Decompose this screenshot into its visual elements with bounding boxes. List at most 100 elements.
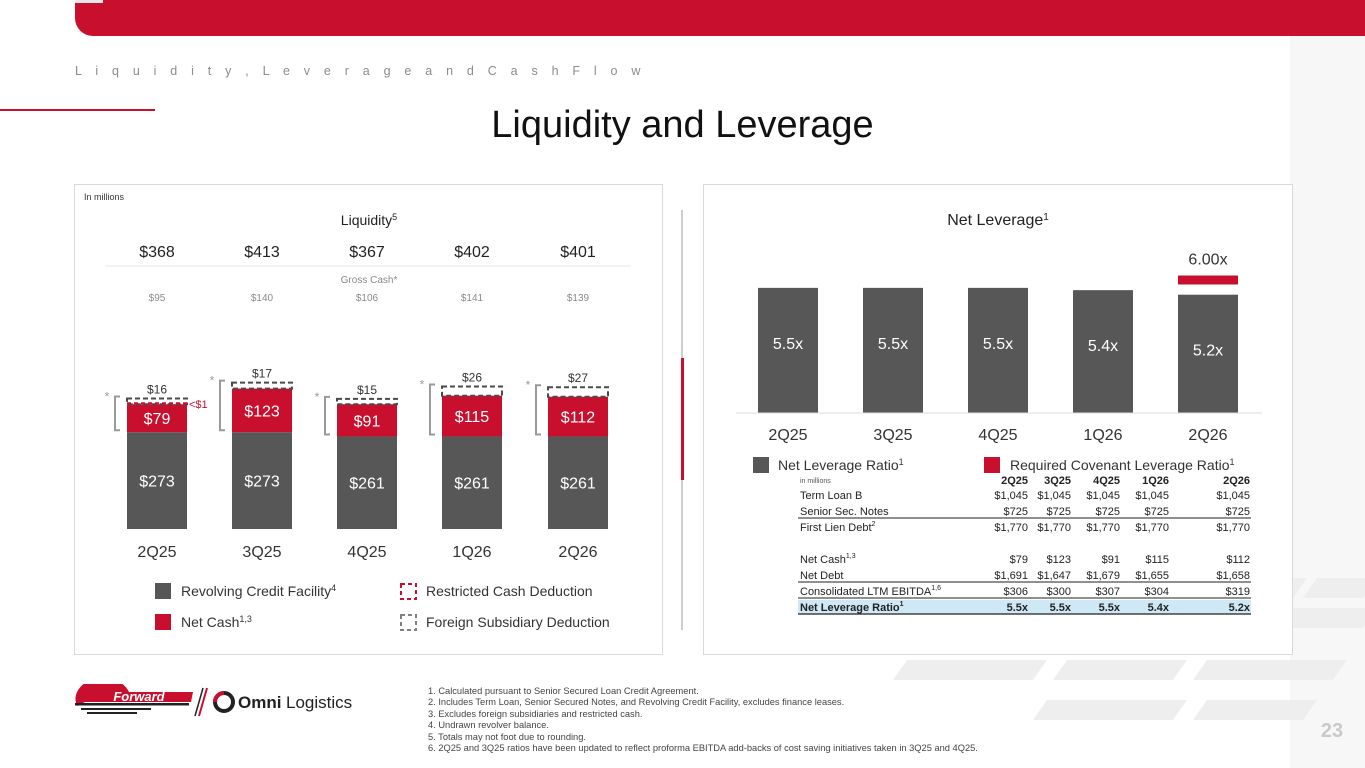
revolver-bar <box>442 436 502 529</box>
legend-swatch-net-cash <box>155 614 171 630</box>
leverage-value: 5.5x <box>983 336 1013 353</box>
table-header: 4Q25 <box>1093 475 1120 487</box>
legend-item-sup: 1 <box>1229 457 1234 467</box>
legend-item-text: Required Covenant Leverage Ratio <box>1010 457 1230 473</box>
legend-item: Net Cash1,3 <box>181 614 252 630</box>
forward-logo-text: Forward <box>113 689 165 704</box>
leverage-bar <box>758 287 818 413</box>
leverage-bar <box>968 287 1028 413</box>
liquidity-title-sup: 5 <box>392 212 397 222</box>
table-row-label-text: Senior Sec. Notes <box>800 506 889 518</box>
table-row-label-text: Term Loan B <box>800 490 862 502</box>
table-cell: 5.2x <box>1229 602 1251 614</box>
foreign-deduction-bar <box>126 397 188 406</box>
net-cash-value: $123 <box>244 403 280 420</box>
page-number: 23 <box>1320 720 1344 742</box>
table-cell: $1,770 <box>1135 522 1169 534</box>
x-tick-label: 1Q26 <box>452 544 491 561</box>
table-cell: $300 <box>1047 586 1071 598</box>
decor-stripe <box>1192 700 1318 720</box>
table-row-label-text: Net Debt <box>800 570 843 582</box>
table-cell: $1,679 <box>1086 570 1120 582</box>
legend-item-text: Revolving Credit Facility <box>181 583 331 599</box>
foreign-deduction-value: $27 <box>568 371 588 385</box>
legend-item: Foreign Subsidiary Deduction <box>426 614 610 630</box>
liquidity-title-text: Liquidity <box>341 212 392 228</box>
foreign-deduction-bar <box>547 386 609 398</box>
revolver-value: $261 <box>349 476 385 493</box>
gross-cash-value: $95 <box>149 293 166 304</box>
logo-divider <box>198 687 208 717</box>
net-cash-value: $79 <box>144 411 171 428</box>
foreign-deduction-value: $17 <box>252 367 272 381</box>
legend-item: Net Leverage Ratio1 <box>778 457 904 473</box>
asterisk-marker: * <box>526 378 531 392</box>
right-decor-panel <box>1290 36 1365 768</box>
revolver-bar <box>337 436 397 529</box>
leverage-bar <box>1178 294 1238 413</box>
table-cell: $1,045 <box>1037 490 1071 502</box>
table-cell: $1,655 <box>1135 570 1169 582</box>
gross-cash-label: Gross Cash* <box>341 275 398 286</box>
top-brand-bar <box>75 0 1365 36</box>
x-tick-label: 2Q25 <box>768 427 807 444</box>
net-cash-bar <box>442 395 502 437</box>
revolver-bar <box>548 436 608 529</box>
title-accent-line <box>0 109 155 111</box>
table-cell: $725 <box>1047 506 1071 518</box>
revolver-value: $261 <box>454 476 490 493</box>
table-cell: 5.4x <box>1148 602 1170 614</box>
decor-stripe <box>1192 660 1348 680</box>
leverage-bar <box>863 287 923 413</box>
revolver-bar <box>232 432 292 529</box>
net-cash-bar <box>232 388 292 433</box>
legend-swatch-covenant <box>984 457 1000 473</box>
table-cell: $725 <box>1226 506 1250 518</box>
net-cash-bar <box>127 404 187 433</box>
table-cell: $1,647 <box>1037 570 1071 582</box>
foreign-deduction-value: $15 <box>357 383 377 397</box>
decor-stripe <box>892 660 1048 680</box>
x-tick-label: 2Q25 <box>137 544 176 561</box>
table-cell: $123 <box>1047 554 1071 566</box>
gross-cash-value: $139 <box>567 293 590 304</box>
net-cash-bar <box>548 396 608 437</box>
leverage-title-text: Net Leverage <box>947 212 1043 229</box>
table-row-label-text: Consolidated LTM EBITDA <box>800 586 932 598</box>
legend-swatch-restricted <box>400 583 417 600</box>
table-cell: $79 <box>1010 554 1028 566</box>
legend-item-sup: 4 <box>331 583 336 593</box>
liquidity-title: Liquidity5 <box>341 212 397 228</box>
asterisk-marker: * <box>105 390 110 404</box>
leverage-title: Net Leverage1 <box>947 212 1049 229</box>
table-cell: $725 <box>1004 506 1028 518</box>
restricted-deduction-value: <$1 <box>189 399 208 411</box>
table-cell: $1,045 <box>1216 490 1250 502</box>
net-leverage-card: Net Leverage1 5.5x 2Q25 5.5x 3Q25 5.5x 4Q25 5.4… <box>703 184 1293 655</box>
top-brand-bar-notch <box>75 0 103 3</box>
table-row-label: Net Cash1,3 <box>800 553 856 566</box>
table-cell: $1,770 <box>1086 522 1120 534</box>
legend-swatch-foreign <box>400 614 417 631</box>
asterisk-marker: * <box>315 390 320 404</box>
table-cell: $1,691 <box>994 570 1028 582</box>
table-row-label: First Lien Debt2 <box>800 521 876 534</box>
leverage-value: 5.2x <box>1193 343 1223 360</box>
table-header: 3Q25 <box>1044 475 1071 487</box>
covenant-value: 6.00x <box>1188 252 1227 269</box>
asterisk-marker: * <box>210 374 215 388</box>
net-cash-bar <box>337 404 397 437</box>
table-cell: $304 <box>1145 586 1169 598</box>
footnote-item: 1. Calculated pursuant to Senior Secured… <box>428 686 699 696</box>
leverage-value: 5.5x <box>773 336 803 353</box>
revolver-value: $261 <box>560 476 596 493</box>
page-title: Liquidity and Leverage <box>491 104 874 146</box>
company-logos: Forward Omni Logistics <box>75 684 352 717</box>
net-leverage-chart: Net Leverage15.5x2Q255.5x3Q255.5x4Q255.4… <box>736 212 1262 615</box>
table-cell: $91 <box>1102 554 1120 566</box>
footnote-item: 4. Undrawn revolver balance. <box>428 720 549 731</box>
legend-item-text: Foreign Subsidiary Deduction <box>426 614 610 630</box>
units-label: In millions <box>84 192 125 202</box>
table-cell: 5.5x <box>1050 602 1072 614</box>
